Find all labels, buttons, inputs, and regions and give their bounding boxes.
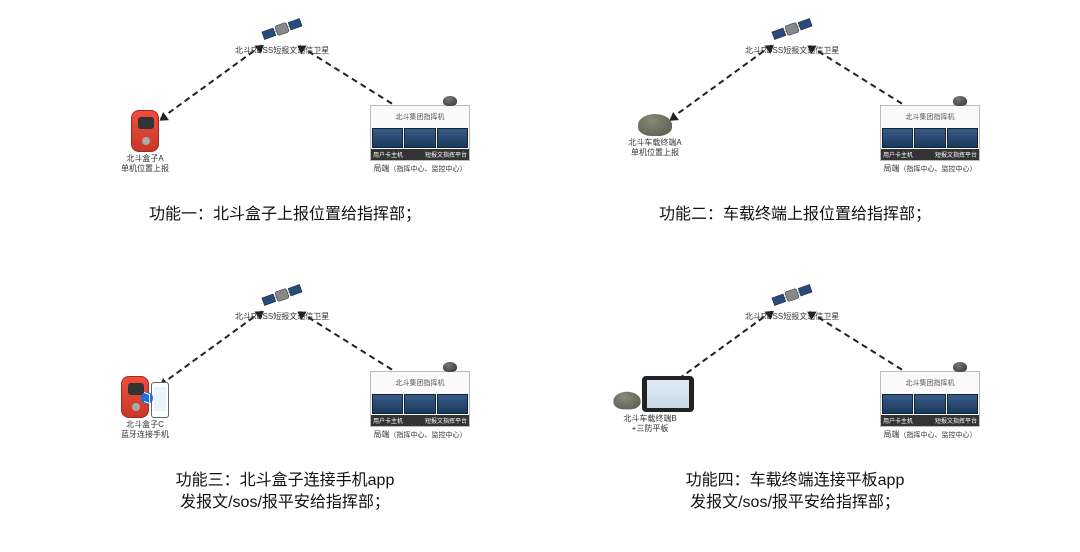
satellite-icon [770,15,814,43]
device-icon-group [634,110,676,136]
panel-function-4: 北斗RDSS短报文通信卫星 北斗车载终端B +三防平板 北斗集团指挥机 用户卡主… [540,276,1050,542]
station-label: 局端（指挥中心、监控中心） [374,429,467,440]
arrow-left [670,45,772,120]
arrow-left [160,311,262,386]
server-rack-icon [881,127,979,149]
station-icon: 北斗集团指挥机 用户卡主机短报文指挥平台 [880,371,980,427]
tablet-icon [642,376,694,412]
left-device-label: 北斗盒子C 蓝牙连接手机 [121,420,169,441]
left-device-node: 北斗盒子C 蓝牙连接手机 [100,376,190,441]
bluetooth-icon [141,392,153,404]
satellite-node: 北斗RDSS短报文通信卫星 [745,281,839,322]
rack-sub-label: 用户卡主机短报文指挥平台 [371,149,469,160]
station-inner-label: 北斗集团指挥机 [881,106,979,127]
antenna-icon [947,358,971,372]
panel-function-2: 北斗RDSS短报文通信卫星 北斗车载终端A 单机位置上报 北斗集团指挥机 用户卡… [540,10,1050,276]
left-device-node: 北斗车载终端B +三防平板 [595,376,705,435]
antenna-icon [947,92,971,106]
left-device-label: 北斗车载终端B +三防平板 [623,414,676,435]
station-icon: 北斗集团指挥机 用户卡主机短报文指挥平台 [880,105,980,161]
beidou-box-icon [131,110,159,152]
satellite-icon [260,15,304,43]
panel-function-1: 北斗RDSS短报文通信卫星 北斗盒子A 单机位置上报 北斗集团指挥机 用户卡主机… [30,10,540,276]
rack-sub-label: 用户卡主机短报文指挥平台 [371,415,469,426]
satellite-icon [770,281,814,309]
arrow-left [670,311,772,386]
phone-icon [151,382,169,418]
arrow-left [160,45,262,120]
right-station-node: 北斗集团指挥机 用户卡主机短报文指挥平台 局端（指挥中心、监控中心） [365,371,475,440]
server-rack-icon [371,393,469,415]
station-icon: 北斗集团指挥机 用户卡主机短报文指挥平台 [370,371,470,427]
caption-3: 功能三：北斗盒子连接手机app 发报文/sos/报平安给指挥部； [176,470,395,515]
left-device-node: 北斗盒子A 单机位置上报 [100,110,190,175]
station-label: 局端（指挥中心、监控中心） [884,429,977,440]
server-rack-icon [881,393,979,415]
left-device-label: 北斗车载终端A 单机位置上报 [628,138,681,159]
rack-sub-label: 用户卡主机短报文指挥平台 [881,415,979,426]
station-inner-label: 北斗集团指挥机 [371,106,469,127]
left-device-node: 北斗车载终端A 单机位置上报 [610,110,700,159]
caption-4: 功能四：车载终端连接平板app 发报文/sos/报平安给指挥部； [686,470,905,515]
station-icon: 北斗集团指挥机 用户卡主机短报文指挥平台 [370,105,470,161]
satellite-node: 北斗RDSS短报文通信卫星 [745,15,839,56]
diagram-1: 北斗RDSS短报文通信卫星 北斗盒子A 单机位置上报 北斗集团指挥机 用户卡主机… [65,10,505,200]
device-icon-group [131,110,159,152]
left-device-label: 北斗盒子A 单机位置上报 [121,154,169,175]
satellite-node: 北斗RDSS短报文通信卫星 [235,15,329,56]
right-station-node: 北斗集团指挥机 用户卡主机短报文指挥平台 局端（指挥中心、监控中心） [875,371,985,440]
diagram-3: 北斗RDSS短报文通信卫星 北斗盒子C 蓝牙连接手机 北斗集团指挥机 用户卡主机… [65,276,505,466]
antenna-icon [437,358,461,372]
station-inner-label: 北斗集团指挥机 [881,372,979,393]
satellite-node: 北斗RDSS短报文通信卫星 [235,281,329,322]
diagram-4: 北斗RDSS短报文通信卫星 北斗车载终端B +三防平板 北斗集团指挥机 用户卡主… [575,276,1015,466]
rack-sub-label: 用户卡主机短报文指挥平台 [881,149,979,160]
right-station-node: 北斗集团指挥机 用户卡主机短报文指挥平台 局端（指挥中心、监控中心） [875,105,985,174]
station-label: 局端（指挥中心、监控中心） [374,163,467,174]
panel-function-3: 北斗RDSS短报文通信卫星 北斗盒子C 蓝牙连接手机 北斗集团指挥机 用户卡主机… [30,276,540,542]
antenna-icon [437,92,461,106]
device-icon-group [121,376,169,418]
caption-1: 功能一：北斗盒子上报位置给指挥部； [149,204,421,226]
vehicle-terminal-icon [634,110,676,136]
satellite-icon [260,281,304,309]
diagram-2: 北斗RDSS短报文通信卫星 北斗车载终端A 单机位置上报 北斗集团指挥机 用户卡… [575,10,1015,200]
station-inner-label: 北斗集团指挥机 [371,372,469,393]
vehicle-terminal-icon [610,389,644,410]
server-rack-icon [371,127,469,149]
caption-2: 功能二：车载终端上报位置给指挥部； [659,204,931,226]
right-station-node: 北斗集团指挥机 用户卡主机短报文指挥平台 局端（指挥中心、监控中心） [365,105,475,174]
device-icon-group [606,376,694,412]
station-label: 局端（指挥中心、监控中心） [884,163,977,174]
